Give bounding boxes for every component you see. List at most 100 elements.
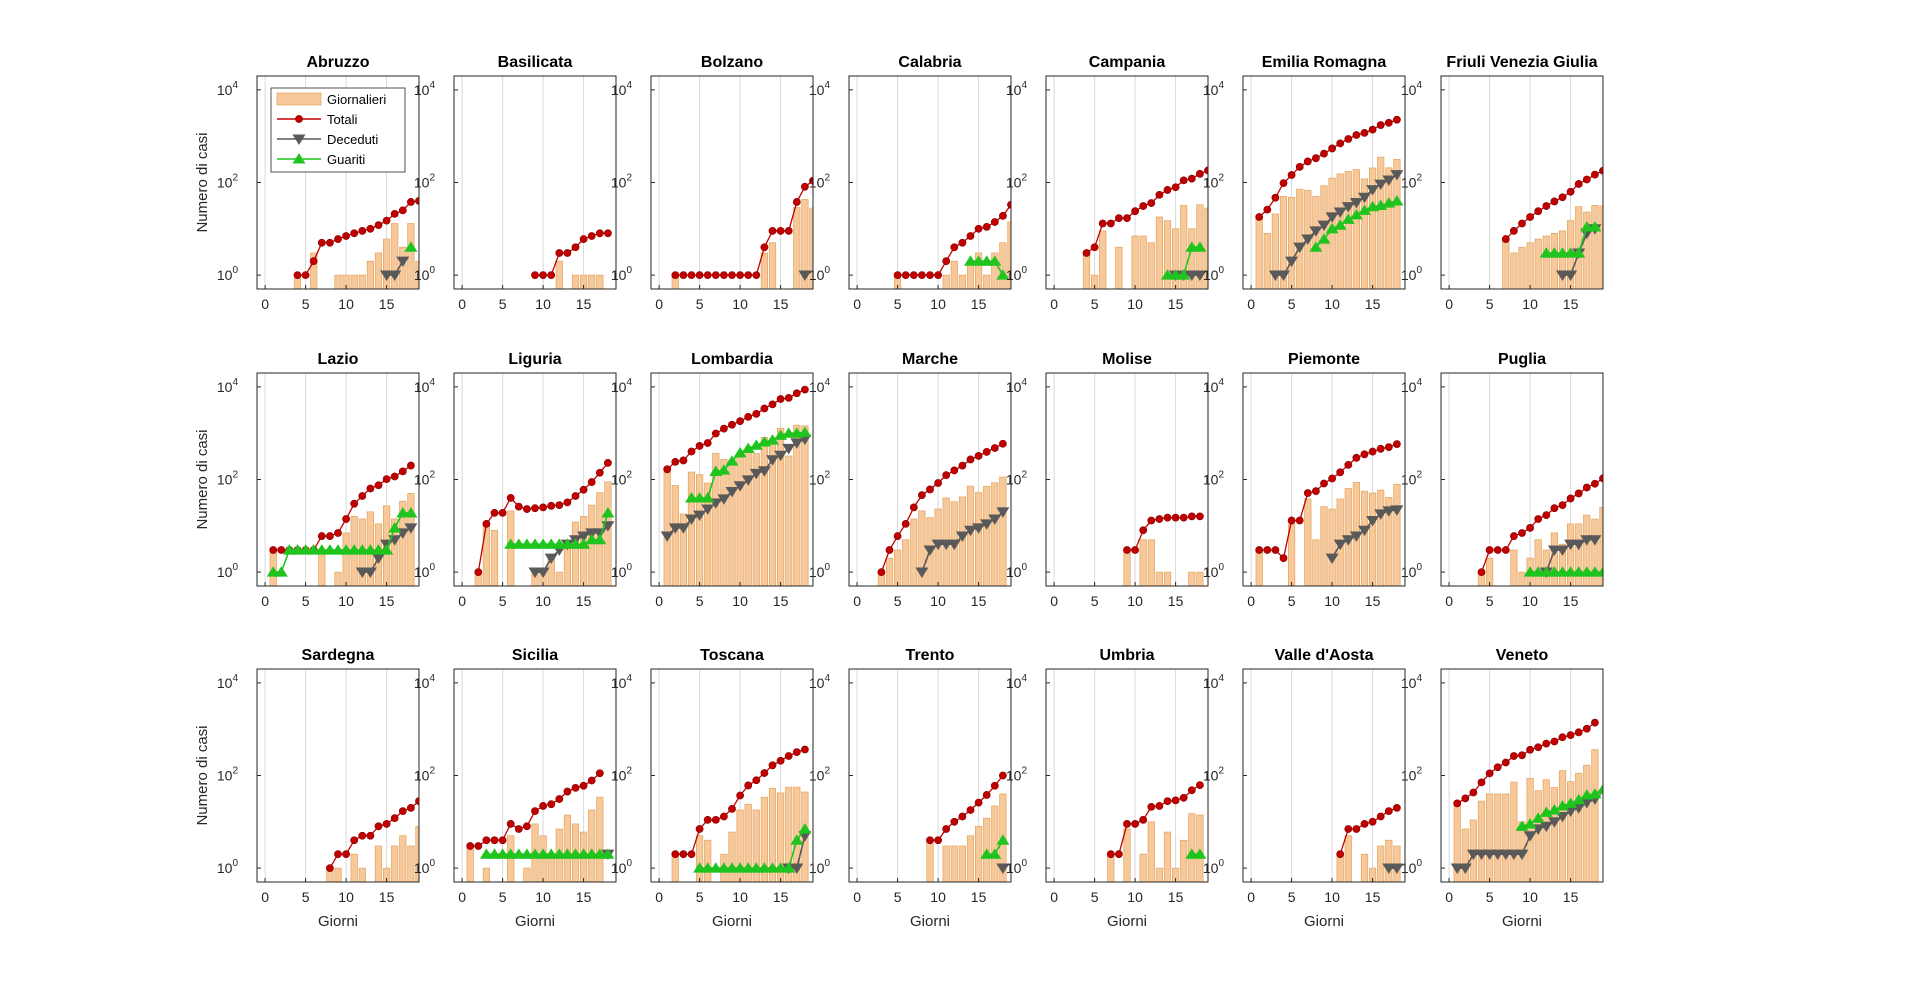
- point-totali: [317, 532, 326, 540]
- point-totali: [918, 491, 926, 500]
- y-tick-label: 100: [1203, 265, 1225, 283]
- bar-giornalieri: [342, 274, 350, 289]
- bar-giornalieri: [736, 809, 744, 882]
- bar-giornalieri: [728, 831, 736, 882]
- point-totali: [776, 756, 785, 765]
- plot-marks: [1082, 166, 1208, 289]
- point-deceduti: [782, 443, 796, 455]
- panel-title: Veneto: [1496, 647, 1549, 664]
- y-tick-label: 102: [217, 766, 239, 784]
- point-totali: [358, 492, 367, 500]
- legend: Giornalieri Totali Deceduti Guariti: [270, 87, 406, 173]
- point-totali: [1352, 131, 1361, 139]
- point-totali: [498, 836, 507, 845]
- plot-marks: [474, 458, 615, 586]
- bar-giornalieri: [1255, 216, 1263, 289]
- panel-bolzano: 0 5 10 15 100 102 104 Bolzano: [611, 54, 814, 312]
- point-totali: [474, 842, 483, 850]
- bar-giornalieri: [1304, 498, 1312, 586]
- point-totali: [990, 781, 999, 790]
- x-tick-label: 15: [971, 593, 987, 609]
- point-guariti: [701, 492, 715, 503]
- point-totali: [958, 461, 967, 470]
- point-totali: [350, 499, 359, 508]
- point-totali: [958, 812, 967, 821]
- point-totali: [1196, 781, 1204, 790]
- point-deceduti: [766, 455, 779, 466]
- bar-giornalieri: [1599, 205, 1603, 289]
- panel-liguria: 0 5 10 15 100 102 104 Liguria: [414, 351, 617, 609]
- point-guariti: [988, 848, 1002, 859]
- point-guariti: [1564, 797, 1578, 808]
- bar-giornalieri: [407, 223, 415, 289]
- bar-giornalieri: [432, 868, 438, 882]
- bar-giornalieri: [1360, 853, 1369, 882]
- point-deceduti: [757, 466, 771, 477]
- plot-marks: [1255, 115, 1404, 289]
- point-deceduti: [363, 567, 377, 578]
- bar-giornalieri: [1377, 156, 1385, 289]
- bar-giornalieri: [1336, 853, 1344, 882]
- bar-giornalieri: [539, 835, 547, 882]
- point-totali: [744, 271, 753, 280]
- point-deceduti: [1515, 849, 1529, 861]
- point-totali: [728, 271, 736, 280]
- panel-lombardia: 0 5 10 15 100 102 104 Lombardia: [611, 351, 814, 609]
- point-deceduti: [1293, 242, 1307, 254]
- point-deceduti: [676, 523, 690, 534]
- point-totali: [1360, 820, 1369, 828]
- point-guariti: [766, 434, 779, 445]
- x-tick-label: 10: [1324, 593, 1340, 609]
- point-totali: [1303, 157, 1312, 166]
- plot-area: [849, 76, 1011, 289]
- x-tick-label: 0: [1445, 296, 1453, 312]
- x-tick-label: 15: [1168, 593, 1184, 609]
- point-totali: [801, 745, 809, 754]
- point-totali: [999, 211, 1007, 220]
- x-tick-label: 5: [302, 889, 310, 905]
- x-tick-label: 5: [1486, 296, 1494, 312]
- point-totali: [325, 238, 334, 247]
- point-totali: [695, 825, 704, 833]
- point-totali: [342, 232, 350, 240]
- bar-giornalieri: [687, 471, 696, 586]
- point-totali: [382, 475, 391, 484]
- point-deceduti: [1309, 226, 1323, 237]
- point-deceduti: [980, 519, 994, 530]
- bar-giornalieri: [1344, 835, 1352, 882]
- point-totali: [1255, 546, 1264, 554]
- x-tick-label: 15: [576, 593, 592, 609]
- point-totali: [1477, 778, 1486, 787]
- point-deceduti: [1285, 256, 1299, 268]
- x-tick-label: 10: [930, 593, 946, 609]
- bar-giornalieri: [334, 274, 342, 289]
- x-tick-label: 0: [458, 889, 466, 905]
- point-totali: [1115, 214, 1123, 223]
- point-totali: [974, 224, 983, 233]
- point-totali: [342, 515, 350, 523]
- point-totali: [982, 448, 991, 456]
- point-guariti: [749, 439, 763, 450]
- x-tick-label: 0: [1445, 889, 1453, 905]
- bar-giornalieri: [1542, 235, 1550, 289]
- bar-giornalieri: [999, 476, 1007, 586]
- point-deceduti: [955, 531, 969, 542]
- panel-title: Liguria: [508, 351, 561, 368]
- point-totali: [1295, 516, 1304, 525]
- point-totali: [1485, 546, 1494, 554]
- point-totali: [563, 249, 572, 257]
- y-tick-label: 104: [1006, 673, 1028, 691]
- x-tick-label: 5: [302, 296, 310, 312]
- bar-giornalieri: [720, 459, 728, 586]
- point-deceduti: [1374, 509, 1388, 520]
- point-totali: [1591, 170, 1599, 179]
- point-totali: [374, 221, 383, 230]
- bar-giornalieri: [1328, 508, 1336, 586]
- point-totali: [390, 209, 399, 218]
- x-axis-label: Giorni: [318, 913, 358, 930]
- bar-giornalieri: [1534, 539, 1542, 586]
- point-deceduti: [1382, 175, 1396, 186]
- point-totali: [1384, 807, 1393, 816]
- bar-giornalieri: [482, 867, 490, 882]
- x-tick-label: 10: [1522, 889, 1538, 905]
